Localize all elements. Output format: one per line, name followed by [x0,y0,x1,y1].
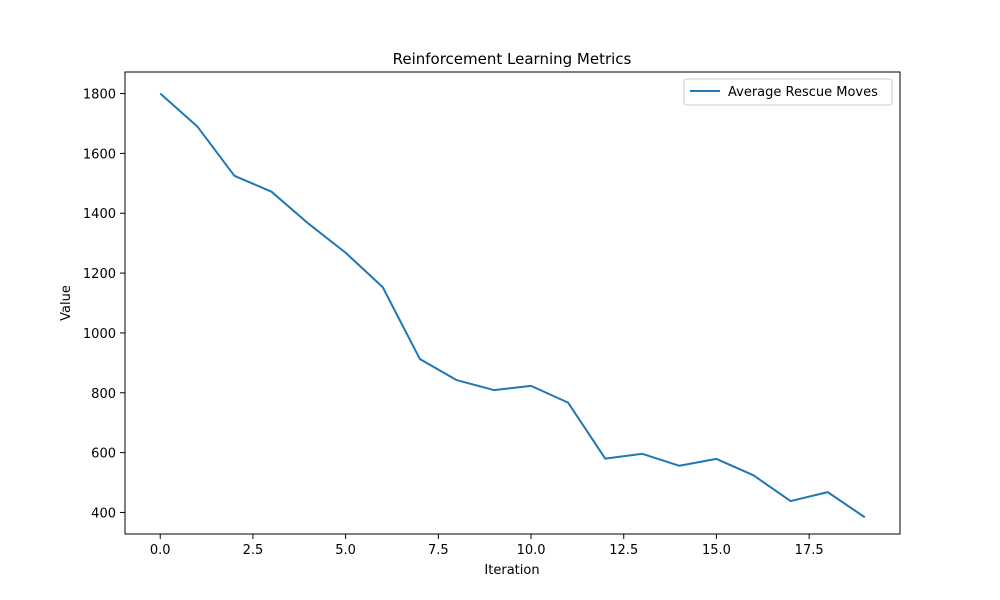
x-tick-label: 10.0 [517,543,546,558]
series-line-0 [159,92,866,519]
legend-box [683,78,893,106]
legend-label: Average Rescue Moves [728,85,878,100]
x-tick-label: 2.5 [243,543,264,558]
y-tick-label: 1200 [83,267,116,282]
series-layer [159,92,866,519]
y-tick-label: 600 [91,447,116,462]
x-tick-label: 7.5 [428,543,449,558]
x-tick-label: 12.5 [609,543,638,558]
x-tick-label: 0.0 [150,543,171,558]
x-axis-ticks: 0.0 2.5 5.0 7.5 10.0 12.5 15.0 17.5 [150,534,824,558]
y-tick-label: 1600 [83,147,116,162]
x-tick-label: 17.5 [795,543,824,558]
chart-title: Reinforcement Learning Metrics [393,50,632,68]
y-tick-label: 400 [91,506,116,521]
y-tick-label: 1000 [83,327,116,342]
x-tick-label: 15.0 [702,543,731,558]
legend: Average Rescue Moves [683,78,893,106]
y-tick-label: 800 [91,387,116,402]
y-axis-ticks: 400 600 800 1000 1200 1400 1600 1800 [83,88,125,521]
x-axis-title: Iteration [484,563,539,578]
y-tick-label: 1400 [83,207,116,222]
plot-area-frame [124,71,901,535]
y-axis-title: Value [59,285,74,321]
x-tick-label: 5.0 [335,543,356,558]
y-tick-label: 1800 [83,88,116,103]
